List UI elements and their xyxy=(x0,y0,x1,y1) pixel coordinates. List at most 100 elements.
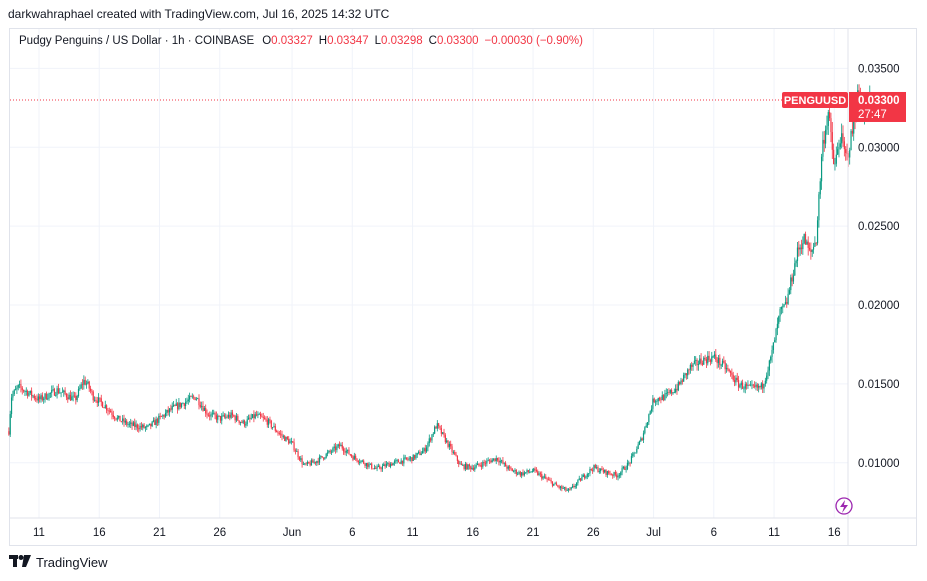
candle-body xyxy=(707,355,709,364)
candle-body xyxy=(439,426,441,429)
candle-body xyxy=(776,323,778,329)
candle-body xyxy=(179,402,181,407)
candle-body xyxy=(55,394,57,396)
candle-body xyxy=(741,382,744,389)
candle-body xyxy=(843,141,845,150)
candle-body xyxy=(249,417,251,419)
candle-body xyxy=(798,247,800,250)
candle-body xyxy=(206,413,208,415)
candle-body xyxy=(510,467,512,470)
candle-body xyxy=(488,460,491,462)
candle-body xyxy=(274,426,276,431)
candle-body xyxy=(492,458,495,460)
y-tick-label: 0.03000 xyxy=(858,142,900,154)
candle-body xyxy=(69,394,72,401)
candle-body xyxy=(100,398,102,403)
candle-body xyxy=(372,468,374,470)
candle-body xyxy=(503,462,505,464)
candle-body xyxy=(551,481,554,486)
candle-body xyxy=(764,380,766,384)
candle-body xyxy=(276,430,278,433)
candle-body xyxy=(148,423,151,425)
candle-body xyxy=(703,357,705,365)
candle-body xyxy=(546,478,548,480)
x-tick-label: 21 xyxy=(153,527,166,539)
candle-body xyxy=(727,368,729,370)
candle-body xyxy=(491,459,493,463)
candle-body xyxy=(641,438,643,440)
candle-body xyxy=(365,462,367,466)
candle-body xyxy=(669,390,671,393)
candle-body xyxy=(131,422,133,426)
candle-body xyxy=(341,444,343,449)
candle-body xyxy=(251,414,254,418)
candle-body xyxy=(237,415,239,421)
candle-body xyxy=(466,463,468,470)
candle-body xyxy=(250,417,252,419)
x-tick-label: 11 xyxy=(768,527,780,539)
candle-body xyxy=(408,458,410,460)
candle-body xyxy=(614,472,616,475)
candle-body xyxy=(413,454,416,459)
candle-body xyxy=(766,375,768,381)
candle-body xyxy=(411,457,413,462)
price-tag xyxy=(849,91,906,122)
candle-body xyxy=(400,460,402,464)
candle-body xyxy=(288,439,290,444)
candle-body xyxy=(533,468,535,472)
candle-body xyxy=(201,405,203,407)
candle-body xyxy=(569,489,571,490)
candle-body xyxy=(664,393,666,401)
candle-body xyxy=(575,483,578,486)
candle-body xyxy=(326,452,329,454)
candle-body xyxy=(522,472,524,476)
candle-body xyxy=(484,462,487,464)
candle-body xyxy=(608,471,610,474)
candle-body xyxy=(824,129,827,144)
candle-body xyxy=(197,398,199,400)
candle-body xyxy=(829,112,831,119)
candle-body xyxy=(612,474,614,476)
candle-body xyxy=(629,462,631,464)
candle-body xyxy=(662,395,665,401)
candle-body xyxy=(633,452,635,454)
candle-body xyxy=(241,422,243,423)
candle-body xyxy=(579,478,582,481)
candle-body xyxy=(704,357,706,360)
candle-body xyxy=(108,410,110,412)
candle-body xyxy=(348,449,350,455)
candle-body xyxy=(187,399,189,402)
candle-body xyxy=(114,416,116,419)
candle-body xyxy=(214,412,216,416)
candle-body xyxy=(395,460,397,462)
candle-body xyxy=(56,388,58,395)
candle-body xyxy=(345,450,347,453)
candle-body xyxy=(313,461,315,463)
candle-body xyxy=(112,414,114,417)
candle-body xyxy=(210,413,212,417)
candle-body xyxy=(75,395,77,401)
candle-body xyxy=(247,417,250,420)
candle-body xyxy=(159,415,161,417)
candle-body xyxy=(85,383,88,385)
candle-body xyxy=(87,381,89,384)
candle-body xyxy=(851,130,853,134)
candle-body xyxy=(360,460,362,463)
candle-body xyxy=(124,420,126,423)
candle-body xyxy=(684,373,686,375)
candle-body xyxy=(342,448,345,452)
candle-body xyxy=(138,428,140,430)
candle-body xyxy=(280,433,282,435)
candle-body xyxy=(515,469,517,474)
candle-body xyxy=(351,455,353,457)
candle-body xyxy=(653,398,655,403)
candle-body xyxy=(213,412,215,414)
candle-body xyxy=(542,476,544,479)
tradingview-brand-name: TradingView xyxy=(36,555,108,570)
candle-body xyxy=(811,249,813,252)
tradingview-brand[interactable]: TradingView xyxy=(9,555,108,570)
candle-body xyxy=(531,471,533,472)
candle-body xyxy=(285,436,287,441)
candle-body xyxy=(202,405,204,411)
